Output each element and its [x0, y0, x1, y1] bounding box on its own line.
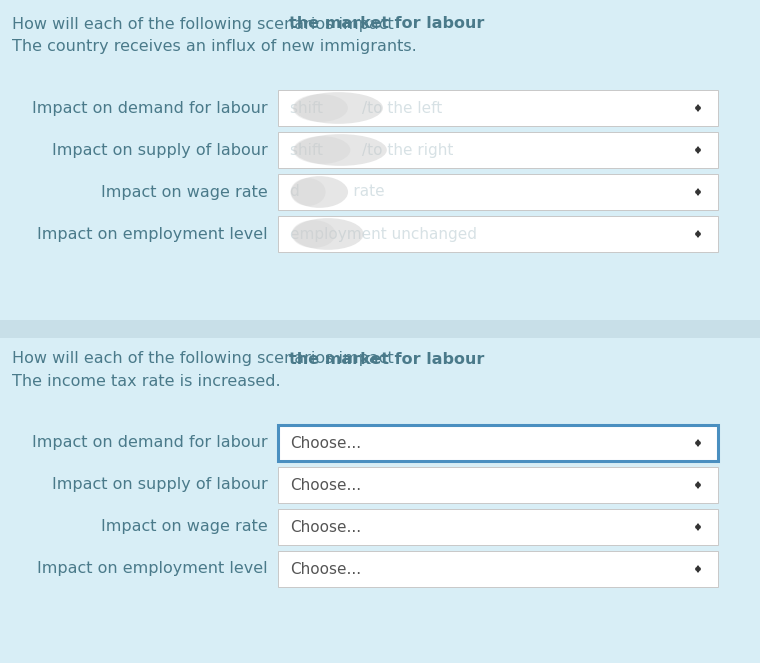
Polygon shape [695, 231, 700, 235]
Polygon shape [695, 191, 700, 195]
Polygon shape [695, 566, 700, 570]
FancyBboxPatch shape [0, 320, 760, 338]
Ellipse shape [292, 220, 335, 248]
Text: employment unchanged: employment unchanged [290, 227, 477, 241]
Text: Impact on demand for labour: Impact on demand for labour [33, 436, 268, 450]
Ellipse shape [290, 178, 325, 206]
Text: shift        /to the left: shift /to the left [290, 101, 442, 115]
Text: Impact on employment level: Impact on employment level [37, 227, 268, 241]
Ellipse shape [292, 218, 363, 250]
Ellipse shape [293, 92, 383, 124]
Text: The country receives an influx of new immigrants.: The country receives an influx of new im… [12, 38, 416, 54]
Polygon shape [695, 524, 700, 528]
FancyBboxPatch shape [278, 425, 718, 461]
Text: Impact on wage rate: Impact on wage rate [101, 184, 268, 200]
Ellipse shape [293, 136, 350, 164]
Text: d           rate: d rate [290, 184, 385, 200]
FancyBboxPatch shape [278, 174, 718, 210]
Polygon shape [695, 189, 700, 193]
FancyBboxPatch shape [278, 90, 718, 126]
FancyBboxPatch shape [278, 509, 718, 545]
FancyBboxPatch shape [278, 551, 718, 587]
Polygon shape [695, 568, 700, 572]
Text: Choose...: Choose... [290, 436, 361, 450]
Text: Impact on demand for labour: Impact on demand for labour [33, 101, 268, 115]
Text: shift        /to the right: shift /to the right [290, 143, 454, 158]
Ellipse shape [293, 94, 348, 122]
Text: Choose...: Choose... [290, 477, 361, 493]
Text: How will each of the following scenarios impact: How will each of the following scenarios… [12, 17, 399, 32]
Polygon shape [695, 442, 700, 446]
Text: Impact on employment level: Impact on employment level [37, 562, 268, 577]
Text: How will each of the following scenarios impact: How will each of the following scenarios… [12, 351, 399, 367]
Polygon shape [695, 147, 700, 151]
Text: Impact on supply of labour: Impact on supply of labour [52, 143, 268, 158]
Text: The income tax rate is increased.: The income tax rate is increased. [12, 373, 280, 389]
Polygon shape [695, 107, 700, 111]
Polygon shape [695, 484, 700, 488]
FancyBboxPatch shape [278, 132, 718, 168]
Text: the market for labour: the market for labour [290, 17, 485, 32]
Polygon shape [695, 233, 700, 237]
Text: Impact on supply of labour: Impact on supply of labour [52, 477, 268, 493]
Polygon shape [695, 149, 700, 153]
Text: Choose...: Choose... [290, 562, 361, 577]
Text: Choose...: Choose... [290, 520, 361, 534]
Text: the market for labour: the market for labour [290, 351, 485, 367]
FancyBboxPatch shape [278, 216, 718, 252]
Text: Impact on wage rate: Impact on wage rate [101, 520, 268, 534]
FancyBboxPatch shape [278, 467, 718, 503]
Polygon shape [695, 526, 700, 530]
Ellipse shape [291, 176, 348, 208]
Polygon shape [695, 482, 700, 486]
Ellipse shape [294, 134, 387, 166]
Polygon shape [695, 105, 700, 109]
Polygon shape [695, 440, 700, 444]
